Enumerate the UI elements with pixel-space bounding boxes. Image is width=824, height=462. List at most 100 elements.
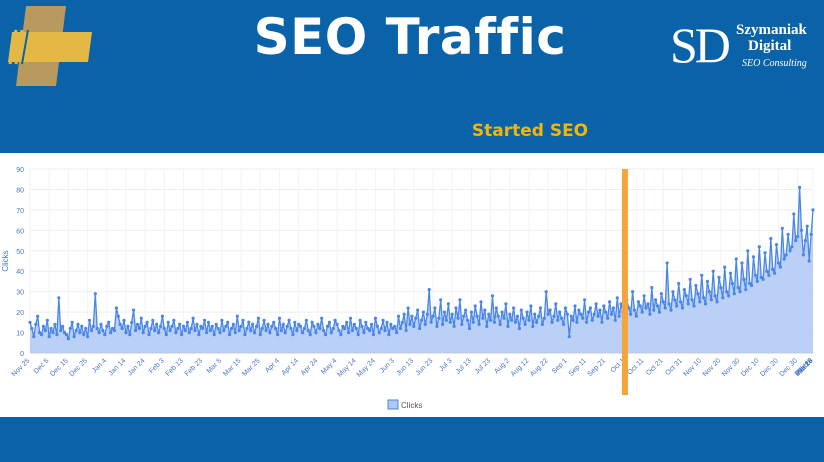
data-point	[164, 333, 168, 337]
data-point	[698, 300, 702, 304]
data-point	[274, 326, 278, 331]
data-point	[540, 322, 545, 326]
data-point	[746, 249, 750, 253]
data-point	[584, 320, 589, 324]
data-point	[498, 322, 502, 326]
data-point	[293, 320, 297, 324]
data-point	[669, 308, 673, 312]
x-tick-label: Jan 24	[127, 357, 147, 377]
data-point	[646, 302, 650, 306]
x-tick-label: Feb 13	[165, 357, 185, 377]
data-point	[590, 318, 594, 322]
data-point	[563, 306, 568, 310]
data-point	[515, 314, 520, 318]
data-point	[663, 306, 667, 310]
x-tick-label: Feb 3	[148, 357, 166, 375]
brand-logo: SD Szymaniak Digital SEO Consulting	[670, 18, 820, 78]
x-tick-label: Oct 21	[645, 357, 665, 377]
data-point	[34, 322, 38, 326]
data-point	[229, 326, 234, 331]
data-point	[379, 326, 383, 331]
x-tick-label: Sep 21	[587, 357, 608, 378]
x-tick-label: Dec 15	[49, 357, 70, 378]
data-point	[256, 316, 260, 320]
data-point	[314, 331, 318, 335]
data-point	[107, 320, 111, 324]
data-point	[615, 296, 619, 300]
data-point	[206, 320, 211, 324]
data-point	[489, 318, 493, 322]
data-point	[264, 328, 268, 333]
data-point	[755, 279, 759, 283]
data-point	[592, 312, 596, 316]
data-point	[170, 324, 174, 328]
data-point	[690, 298, 694, 302]
data-point	[59, 328, 63, 333]
data-point	[191, 316, 195, 320]
data-point	[270, 324, 274, 328]
data-point	[705, 279, 710, 283]
data-point	[634, 314, 639, 318]
data-point	[544, 290, 548, 294]
data-point	[792, 212, 796, 216]
data-point	[396, 314, 401, 318]
data-point	[511, 306, 516, 310]
data-point	[371, 333, 376, 337]
data-point	[347, 331, 351, 335]
data-point	[492, 320, 496, 324]
data-point	[258, 333, 262, 337]
data-point	[55, 333, 59, 337]
data-point	[619, 302, 623, 306]
data-point	[750, 283, 754, 288]
data-point	[665, 261, 669, 265]
data-point	[423, 322, 427, 326]
data-point	[659, 292, 664, 296]
data-point	[767, 273, 771, 277]
data-point	[565, 312, 570, 316]
data-point	[799, 228, 804, 232]
data-point	[679, 300, 683, 304]
data-point	[185, 320, 189, 324]
data-point	[124, 331, 128, 335]
y-tick-label-10: 10	[16, 331, 24, 338]
data-point	[517, 326, 522, 331]
data-point	[358, 318, 362, 322]
data-point	[402, 312, 406, 316]
data-point	[719, 286, 723, 290]
x-tick-label: Mar 5	[206, 357, 224, 375]
data-point	[400, 320, 404, 324]
data-point	[546, 312, 550, 316]
data-point	[341, 324, 345, 328]
data-point	[97, 331, 101, 335]
data-point	[771, 267, 775, 271]
data-point	[262, 318, 266, 322]
data-point	[375, 324, 379, 328]
data-point	[418, 326, 422, 331]
data-point	[519, 308, 523, 312]
data-point	[809, 232, 813, 236]
data-point	[404, 328, 408, 333]
data-point	[462, 314, 466, 318]
data-point	[732, 292, 736, 296]
data-point	[654, 298, 658, 302]
data-point	[535, 320, 539, 324]
data-point	[126, 324, 130, 328]
data-point	[287, 318, 291, 322]
data-point	[89, 328, 93, 333]
data-point	[387, 333, 391, 337]
started-seo-marker-line	[621, 169, 628, 395]
data-point	[723, 265, 727, 269]
data-point	[389, 322, 393, 326]
data-point	[490, 294, 495, 298]
data-point	[80, 324, 84, 328]
data-point	[116, 314, 120, 318]
data-point	[310, 320, 314, 324]
x-tick-label: Nov 20	[702, 357, 723, 378]
data-point	[276, 333, 280, 337]
data-point	[481, 316, 485, 320]
x-tick-label: Jul 3	[438, 357, 453, 372]
data-point	[64, 333, 69, 337]
data-point	[694, 283, 698, 288]
data-point	[39, 333, 44, 337]
